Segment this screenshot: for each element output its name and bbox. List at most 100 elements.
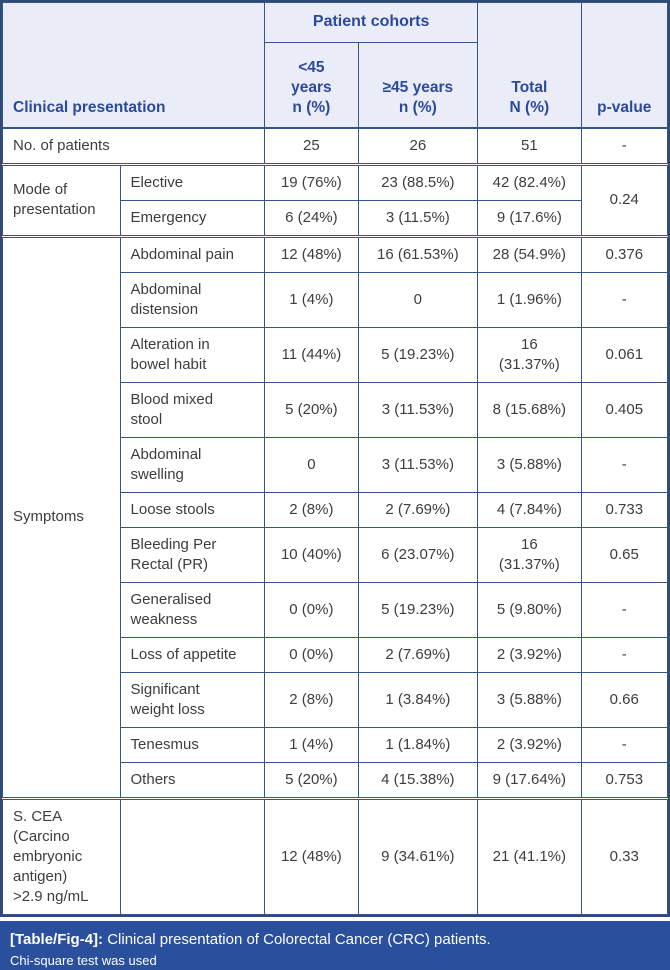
cell-row-label: No. of patients xyxy=(1,127,266,165)
header-row-1: Clinical presentation Patient cohorts To… xyxy=(1,2,669,129)
row-no-of-patients: No. of patients 25 26 51- xyxy=(1,127,669,165)
cell-under-45: 19 (76%) xyxy=(264,162,359,201)
table-row: Loose stools 2 (8%) 2 (7.69%) 4 (7.84%) 0.73… xyxy=(3,491,669,528)
cell-row-label: Loose stools xyxy=(119,491,266,528)
cell-under-45: 2 (8%) xyxy=(264,491,359,528)
cell-total: 16 (31.37%) xyxy=(477,326,582,383)
cell-category: S. CEA (Carcino embryonic antigen) >2.9 … xyxy=(2,796,121,915)
cell-under-45: 0 (0%) xyxy=(264,636,359,673)
cell-ge-45: 16 (61.53%) xyxy=(357,234,479,273)
cell-row-label: Tenesmus xyxy=(119,726,266,763)
cell-under-45: 0 (0%) xyxy=(264,581,359,638)
cell-p-value: - xyxy=(580,127,669,165)
clinical-table-wrap: Clinical presentation Patient cohorts To… xyxy=(0,0,670,917)
cell-p-value: 0.24 xyxy=(580,162,669,237)
cell-under-45: 1 (4%) xyxy=(264,726,359,763)
cell-row-label xyxy=(119,796,266,915)
table-row: Tenesmus 1 (4%) 1 (1.84%) 2 (3.92%) - xyxy=(3,726,669,763)
cell-under-45: 11 (44%) xyxy=(264,326,359,383)
cell-ge-45: 1 (1.84%) xyxy=(357,726,479,763)
table-row: Abdominal swelling 0 3 (11.53%) 3 (5.88%) - xyxy=(3,436,669,493)
cell-under-45: 2 (8%) xyxy=(264,671,359,728)
header-total: Total N (%) xyxy=(477,2,582,129)
cell-p-value: 0.65 xyxy=(580,526,669,583)
cell-total: 8 (15.68%) xyxy=(477,381,582,438)
table-row: Bleeding Per Rectal (PR) 10 (40%) 6 (23.07… xyxy=(3,526,669,583)
cell-ge-45: 4 (15.38%) xyxy=(357,761,479,799)
cell-total: 9 (17.6%) xyxy=(477,199,582,237)
cell-p-value: - xyxy=(580,581,669,638)
cell-total: 2 (3.92%) xyxy=(477,636,582,673)
cell-p-value: 0.66 xyxy=(580,671,669,728)
cell-p-value: - xyxy=(580,271,669,328)
header-ge-45: ≥45 years n (%) xyxy=(357,42,479,129)
cell-p-value: 0.33 xyxy=(580,796,669,915)
table-row: Alteration in bowel habit 11 (44%) 5 (19.2… xyxy=(3,326,669,383)
cell-category: Mode of presentation xyxy=(2,162,121,237)
cell-under-45: 12 (48%) xyxy=(264,234,359,273)
header-clinical-presentation: Clinical presentation xyxy=(1,2,266,129)
cell-row-label: Blood mixed stool xyxy=(119,381,266,438)
cell-p-value: 0.753 xyxy=(580,761,669,799)
cell-p-value: 0.376 xyxy=(580,234,669,273)
table-row: Significant weight loss 2 (8%) 1 (3.84%) 3 … xyxy=(3,671,669,728)
cell-row-label: Significant weight loss xyxy=(119,671,266,728)
cell-p-value: 0.405 xyxy=(580,381,669,438)
figure-tag: [Table/Fig-4]: xyxy=(10,930,104,948)
cell-row-label: Elective xyxy=(119,162,266,201)
cell-ge-45: 3 (11.53%) xyxy=(357,381,479,438)
header-p-value: p-value xyxy=(580,2,669,129)
cell-ge-45: 9 (34.61%) xyxy=(357,796,479,915)
cell-under-45: 5 (20%) xyxy=(264,761,359,799)
cell-under-45: 12 (48%) xyxy=(264,796,359,915)
cell-ge-45: 23 (88.5%) xyxy=(357,162,479,201)
cell-under-45: 10 (40%) xyxy=(264,526,359,583)
caption-title: [Table/Fig-4]: Clinical presentation of … xyxy=(10,930,660,949)
cell-total: 3 (5.88%) xyxy=(477,436,582,493)
cell-row-label: Abdominal distension xyxy=(119,271,266,328)
cell-total: 3 (5.88%) xyxy=(477,671,582,728)
cell-row-label: Bleeding Per Rectal (PR) xyxy=(119,526,266,583)
cell-total: 2 (3.92%) xyxy=(477,726,582,763)
cell-total: 21 (41.1%) xyxy=(477,796,582,915)
cell-p-value: - xyxy=(580,636,669,673)
cell-total: 16 (31.37%) xyxy=(477,526,582,583)
table-row: Blood mixed stool 5 (20%) 3 (11.53%) 8 (15.… xyxy=(3,381,669,438)
cell-row-label: Others xyxy=(119,761,266,799)
cell-total: 42 (82.4%) xyxy=(477,162,582,201)
cell-p-value: - xyxy=(580,436,669,493)
cell-ge-45: 6 (23.07%) xyxy=(357,526,479,583)
cell-row-label: Abdominal swelling xyxy=(119,436,266,493)
cell-total: 5 (9.80%) xyxy=(477,581,582,638)
cell-under-45: 5 (20%) xyxy=(264,381,359,438)
header-patient-cohorts: Patient cohorts xyxy=(264,2,479,43)
cell-p-value: 0.061 xyxy=(580,326,669,383)
cell-row-label: Loss of appetite xyxy=(119,636,266,673)
cell-under-45: 6 (24%) xyxy=(264,199,359,237)
cell-row-label: Generalised weakness xyxy=(119,581,266,638)
cell-total: 28 (54.9%) xyxy=(477,234,582,273)
cell-ge-45: 26 xyxy=(357,127,479,165)
table-row: Generalised weakness 0 (0%) 5 (19.23%) 5 (9… xyxy=(3,581,669,638)
caption-text: Clinical presentation of Colorectal Canc… xyxy=(107,930,491,948)
cell-ge-45: 0 xyxy=(357,271,479,328)
table-header: Clinical presentation Patient cohorts To… xyxy=(1,2,669,129)
cell-under-45: 25 xyxy=(264,127,359,165)
cell-ge-45: 2 (7.69%) xyxy=(357,491,479,528)
cell-under-45: 0 xyxy=(264,436,359,493)
table-row: Emergency 6 (24%) 3 (11.5%) 9 (17.6%) xyxy=(3,199,668,237)
cell-ge-45: 3 (11.53%) xyxy=(357,436,479,493)
cell-category: Symptoms xyxy=(2,234,121,799)
cell-ge-45: 5 (19.23%) xyxy=(357,581,479,638)
figure-caption: [Table/Fig-4]: Clinical presentation of … xyxy=(0,920,670,970)
cell-p-value: - xyxy=(580,726,669,763)
cell-row-label: Alteration in bowel habit xyxy=(119,326,266,383)
cell-row-label: Abdominal pain xyxy=(119,234,266,273)
cell-ge-45: 1 (3.84%) xyxy=(357,671,479,728)
table-row: Mode of presentation Elective 19 (76%) 23 (… xyxy=(2,162,669,237)
header-row-2: <45 years n (%) ≥45 years n (%) xyxy=(3,42,668,129)
cell-total: 51 xyxy=(477,127,582,165)
table-row: Others 5 (20%) 4 (15.38%) 9 (17.64%) 0.753 xyxy=(3,761,669,799)
table-row: Symptoms Abdominal pain 12 (48%) 16 (61.53%… xyxy=(2,234,669,799)
header-under-45: <45 years n (%) xyxy=(264,42,359,129)
